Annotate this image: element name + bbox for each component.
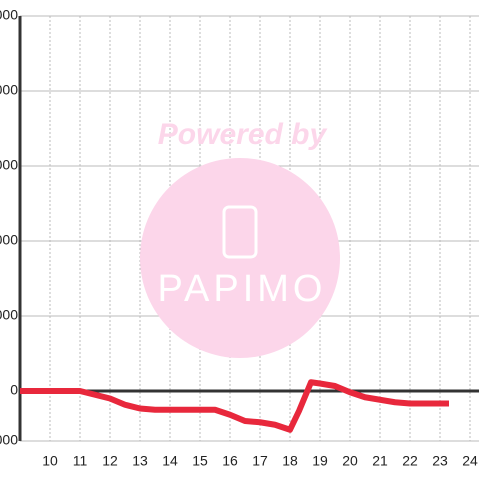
y-tick-label: 60,000: [0, 232, 18, 248]
x-tick-label: 17: [252, 453, 268, 469]
x-tick-label: 23: [432, 453, 448, 469]
line: [20, 379, 449, 433]
y-tick-label: 90,000: [0, 157, 18, 173]
x-tick-label: 13: [132, 453, 148, 469]
x-tick-label: 15: [192, 453, 208, 469]
x-tick-label: 20: [342, 453, 358, 469]
x-tick-label: 10: [42, 453, 58, 469]
x-tick-label: 14: [162, 453, 178, 469]
x-tick-label: 22: [402, 453, 418, 469]
watermark-text: Powered by: [158, 118, 328, 151]
x-tick-label: 19: [312, 453, 328, 469]
x-tick-label: 16: [222, 453, 238, 469]
y-tick-label: 30,000: [0, 307, 18, 323]
y-tick-label: 0: [10, 382, 18, 398]
watermark-phone: [222, 205, 258, 259]
y-tick-label: 120,000: [0, 82, 18, 98]
x-tick-label: 21: [372, 453, 388, 469]
x-tick-label: 11: [73, 453, 88, 469]
x-tick-label: 12: [102, 453, 118, 469]
x-tick-label: 24: [462, 453, 478, 469]
y-tick-label: 150,000: [0, 7, 18, 23]
y-tick-label: -20,000: [0, 432, 18, 448]
watermark-logo: PAPIMO: [158, 268, 327, 310]
x-tick-label: 18: [282, 453, 298, 469]
